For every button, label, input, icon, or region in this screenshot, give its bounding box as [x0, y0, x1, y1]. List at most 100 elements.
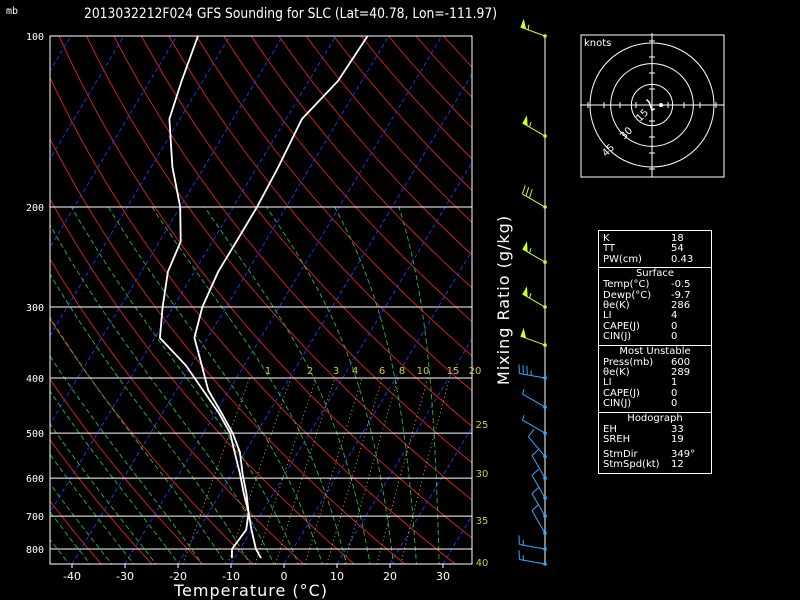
indices-top-section: K 18 TT 54 PW(cm) 0.43 [599, 231, 711, 267]
wind-barb-flag [522, 286, 528, 298]
pressure-tick-label: 200 [26, 203, 44, 214]
moist-adiabat-line [398, 206, 440, 564]
dry-adiabat-line [250, 36, 472, 289]
dry-adiabat-line [305, 36, 472, 223]
isotherm-line [50, 36, 231, 337]
temperature-tick-label: -10 [222, 570, 240, 583]
right-scale-label: 25 [476, 420, 489, 431]
wind-barb-flag [522, 115, 528, 127]
mixing-ratio-label: 3 [333, 366, 339, 377]
surface-row: LI 4 [603, 310, 678, 322]
plot-frame [49, 35, 473, 565]
pressure-tick-label: 700 [26, 512, 44, 523]
surface-row: Dewp(°C) -9.7 [603, 289, 691, 301]
pressure-tick-label: 800 [26, 545, 44, 556]
hodograph-trace [645, 98, 655, 112]
y-axis-label: Mixing Ratio (g/kg) [494, 215, 513, 385]
isotherm-line [71, 36, 390, 564]
wind-barb-full [527, 429, 535, 437]
hodograph-ring-label: 15 [634, 107, 651, 124]
index-row-tt: TT 54 [603, 243, 684, 255]
mixing-ratio-label: 4 [352, 366, 358, 377]
mixing-ratio-label: 6 [379, 366, 385, 377]
mu-row: CAPE(J) 0 [603, 387, 678, 399]
wind-barb-full [522, 185, 526, 195]
moist-adiabat-line [266, 206, 394, 564]
dry-adiabat-line [141, 36, 472, 427]
wind-barb-flag [522, 241, 528, 253]
mixing-ratio-line [182, 377, 251, 564]
dry-adiabat-line [86, 36, 472, 501]
wind-barb-shaft [522, 122, 546, 137]
wind-barb-half [522, 415, 525, 421]
dry-adiabat-line [58, 36, 472, 539]
hodo-row: StmDir 349° [603, 448, 696, 460]
isotherm-line [124, 36, 443, 564]
surface-row: θe(K) 286 [603, 300, 691, 312]
hodo-row: EH 33 [603, 423, 684, 435]
hodo-row: SREH 19 [603, 434, 684, 446]
pressure-tick-label: 400 [26, 374, 44, 385]
mixing-ratio-line [254, 377, 317, 564]
mixing-ratio-label: 10 [417, 366, 430, 377]
moist-adiabat-line [107, 206, 323, 564]
wind-barb-full [531, 448, 540, 456]
dry-adiabat-line [50, 378, 203, 564]
chart-title: 2013032212F024 GFS Sounding for SLC (Lat… [84, 6, 498, 22]
temperature-tick-label: 10 [330, 570, 344, 583]
mixing-ratio-line [274, 377, 336, 564]
moist-adiabat-line [50, 223, 275, 564]
wind-barb-full [531, 468, 540, 476]
wind-barb-shaft [520, 26, 546, 37]
surface-header: Surface [635, 268, 675, 280]
dry-adiabat-line [278, 36, 472, 256]
wind-barb-shaft [520, 335, 546, 346]
temperature-tick-label: -20 [169, 570, 187, 583]
right-scale-label: 30 [476, 469, 489, 480]
right-scale-label: 40 [476, 558, 489, 569]
temperature-tick-label: 30 [436, 570, 450, 583]
moist-adiabat-line [151, 206, 347, 564]
wind-barb-shaft [527, 436, 546, 457]
pressure-tick-label: 600 [26, 474, 44, 485]
isotherm-line [177, 73, 472, 564]
wind-barb-full [525, 187, 530, 197]
wind-barb-half [527, 24, 530, 30]
dry-adiabat-line [50, 438, 153, 564]
wind-barb-shaft [531, 510, 546, 534]
isotherm-line [50, 36, 178, 249]
temperature-tick-label: 20 [383, 570, 397, 583]
dry-adiabat-line [50, 258, 304, 564]
x-axis-label: Temperature (°C) [173, 581, 328, 600]
right-scale-label: 35 [476, 516, 489, 527]
mixing-ratio-line [400, 377, 451, 564]
dry-adiabat-line [195, 36, 472, 357]
surface-row: CAPE(J) 0 [603, 320, 678, 332]
isotherm-line [50, 36, 337, 514]
wind-barb-flag [520, 18, 527, 30]
surface-row: Temp(°C) -0.5 [603, 279, 691, 291]
pressure-tick-label: 300 [26, 303, 44, 314]
wind-barb-shaft [522, 193, 546, 208]
storm-motion-dot [659, 103, 663, 107]
moist-adiabat-line [50, 355, 203, 564]
dry-adiabat-line [333, 36, 472, 192]
most-unstable-section: Most Unstable Press(mb) 600 θe(K) 289 LI 1 … [599, 344, 711, 412]
isotherm-line [283, 249, 472, 564]
wind-barb-half [528, 293, 532, 299]
isotherm-line [50, 36, 125, 160]
dewpoint-profile-line [158, 36, 262, 559]
isotherm-line [0, 36, 18, 564]
moist-adiabat-line [50, 316, 227, 564]
dry-adiabat-line [50, 198, 355, 564]
mu-row: LI 1 [603, 377, 678, 389]
hodograph-unit-label: knots [584, 38, 611, 49]
moist-adiabat-line [334, 206, 417, 564]
mu-row: Press(mb) 600 [603, 356, 691, 368]
plot-area [0, 36, 472, 564]
wind-barb-shaft [531, 455, 546, 479]
dry-adiabat-line [168, 36, 472, 392]
mu-row: θe(K) 289 [603, 367, 691, 379]
hodograph-ring-label: 45 [600, 142, 617, 159]
